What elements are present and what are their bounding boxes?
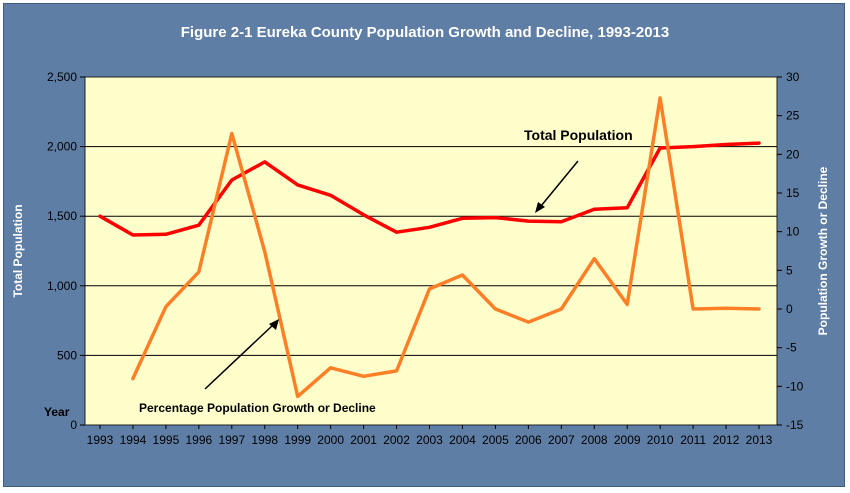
- right-tick-label: 10: [786, 225, 800, 239]
- right-tick-label: -10: [786, 379, 804, 393]
- x-tick-label: 1998: [251, 433, 278, 447]
- right-axis-ticks: -15 -10 -5 0 5 10 15 20 25 30: [777, 70, 804, 432]
- x-tick-label: 2002: [383, 433, 410, 447]
- x-tick-label: 2010: [647, 433, 674, 447]
- left-tick-label: 2,000: [47, 140, 77, 154]
- x-tick-label: 2011: [680, 433, 706, 447]
- x-tick-label: 2009: [614, 433, 641, 447]
- growth-percentage-line: [131, 96, 761, 399]
- x-tick-label: 1997: [218, 433, 245, 447]
- right-axis-title: Population Growth or Decline: [816, 166, 830, 335]
- right-tick-label: 30: [786, 70, 800, 84]
- x-tick-label: 2006: [515, 433, 542, 447]
- series-layer: [98, 96, 761, 399]
- left-axis-title: Total Population: [11, 204, 25, 297]
- left-axis-ticks: 0 500 1,000 1,500 2,000 2,500: [47, 70, 85, 432]
- left-tick-label: 1,500: [47, 209, 77, 223]
- x-tick-label: 1996: [185, 433, 212, 447]
- x-tick-label: 1999: [284, 433, 311, 447]
- x-tick-label: 2008: [581, 433, 608, 447]
- growth-annotation: Percentage Population Growth or Decline: [139, 401, 376, 415]
- right-tick-label: 25: [786, 109, 800, 123]
- plot-area: [84, 76, 778, 426]
- x-tick-label: 2005: [482, 433, 509, 447]
- left-tick-label: 0: [70, 418, 77, 432]
- right-tick-label: -5: [786, 341, 797, 355]
- x-tick-label: 2007: [548, 433, 575, 447]
- growth-arrow: [204, 319, 279, 390]
- x-tick-label: 1994: [120, 433, 147, 447]
- x-tick-label: 1993: [87, 433, 114, 447]
- x-tick-label: 2004: [449, 433, 476, 447]
- x-tick-label: 2000: [317, 433, 344, 447]
- x-axis-label: Year: [44, 405, 70, 419]
- chart-title: Figure 2-1 Eureka County Population Grow…: [180, 24, 670, 41]
- left-tick-label: 1,000: [47, 279, 77, 293]
- x-tick-label: 2013: [746, 433, 773, 447]
- right-tick-label: 0: [786, 302, 793, 316]
- right-tick-label: 5: [786, 263, 793, 277]
- left-tick-label: 2,500: [47, 70, 77, 84]
- right-tick-label: 15: [786, 186, 800, 200]
- left-tick-label: 500: [57, 348, 77, 362]
- x-tick-label: 1995: [153, 433, 180, 447]
- right-tick-label: -15: [786, 418, 804, 432]
- x-tick-label: 2003: [416, 433, 443, 447]
- total-population-annotation: Total Population: [524, 127, 633, 143]
- total-population-arrow: [535, 160, 579, 213]
- x-tick-label: 2012: [713, 433, 740, 447]
- x-tick-label: 2001: [350, 433, 377, 447]
- right-tick-label: 20: [786, 147, 800, 161]
- x-axis-ticks: 1993 1994 1995 1996 1997 1998 1999 2000 2001 2002…: [87, 425, 773, 447]
